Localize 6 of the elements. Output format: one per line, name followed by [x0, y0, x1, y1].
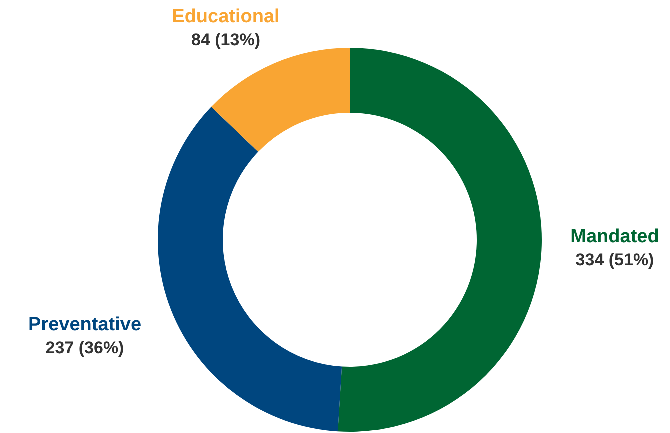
data-label: 84 (13%) — [192, 30, 260, 50]
data-label: 237 (36%) — [46, 338, 124, 358]
slice-label: Mandated — [570, 226, 660, 248]
slice-label: Educational — [172, 6, 280, 28]
slice-label: Preventative — [28, 314, 142, 336]
data-label: 334 (51%) — [576, 250, 654, 270]
